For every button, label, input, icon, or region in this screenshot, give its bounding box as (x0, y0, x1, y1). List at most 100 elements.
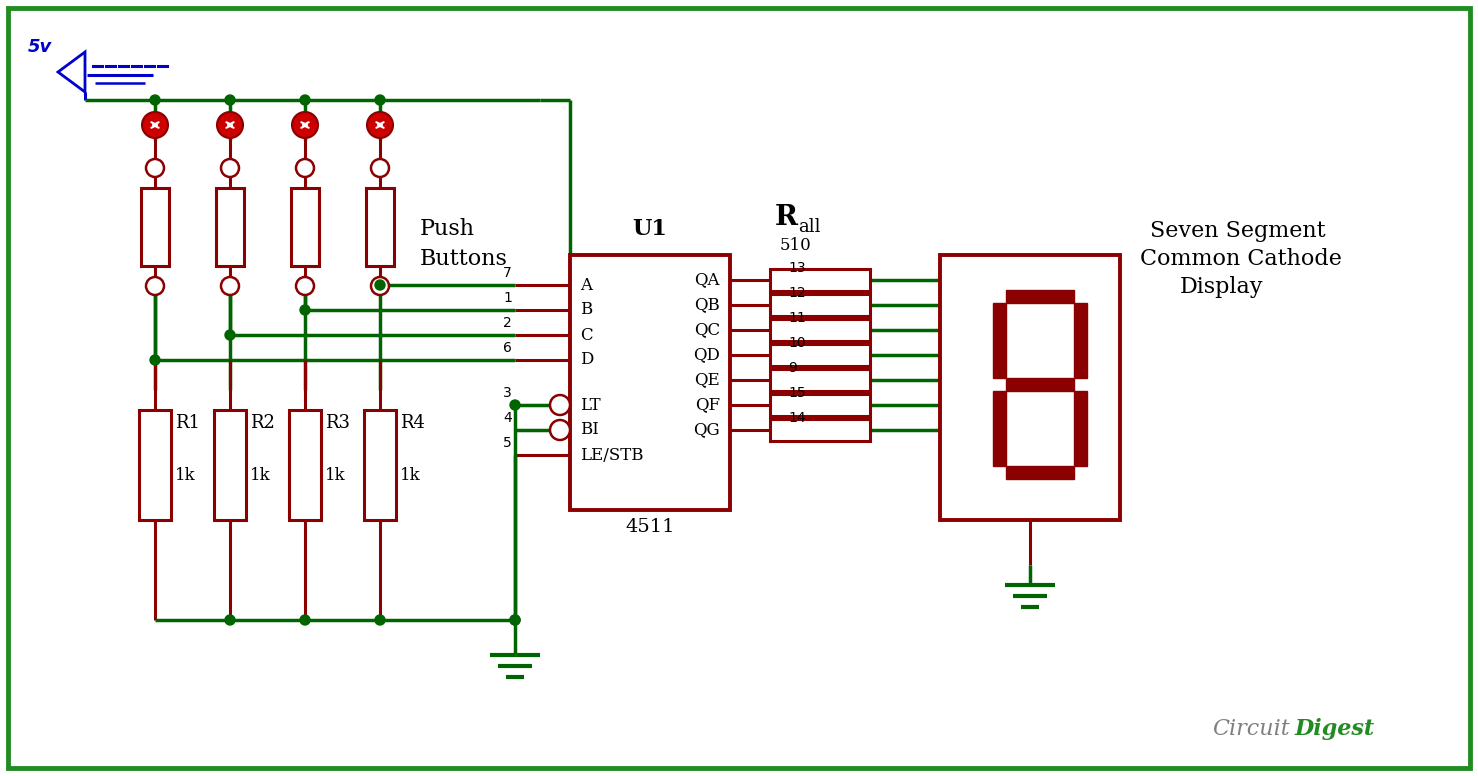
Text: R2: R2 (250, 414, 275, 432)
Text: 1k: 1k (325, 467, 346, 484)
Text: 3: 3 (503, 386, 511, 400)
Text: QE: QE (695, 372, 720, 389)
Text: QF: QF (695, 397, 720, 414)
Circle shape (222, 277, 239, 295)
Circle shape (300, 95, 310, 105)
Circle shape (510, 400, 520, 410)
Text: Seven Segment: Seven Segment (1150, 220, 1326, 242)
Circle shape (510, 615, 520, 625)
Circle shape (375, 615, 384, 625)
Text: 4: 4 (503, 411, 511, 425)
Circle shape (296, 277, 313, 295)
Text: R3: R3 (325, 414, 350, 432)
Circle shape (300, 305, 310, 315)
Text: 9: 9 (788, 361, 797, 375)
Bar (1007, 378, 1075, 391)
Circle shape (375, 95, 384, 105)
Circle shape (222, 159, 239, 177)
Text: QD: QD (693, 347, 720, 363)
Circle shape (149, 355, 160, 365)
Text: A: A (579, 276, 593, 293)
Circle shape (217, 112, 242, 138)
Text: 1k: 1k (174, 467, 195, 484)
Circle shape (225, 615, 235, 625)
Text: U1: U1 (633, 218, 668, 240)
Bar (216, 188, 244, 266)
Circle shape (225, 95, 235, 105)
Text: Common Cathode: Common Cathode (1140, 248, 1342, 270)
Text: QC: QC (693, 321, 720, 338)
Text: Push: Push (420, 218, 474, 240)
Bar (571, 255, 730, 510)
Circle shape (375, 280, 384, 290)
Text: LT: LT (579, 397, 600, 414)
Bar (770, 369, 871, 391)
Bar (940, 255, 1120, 520)
Circle shape (296, 159, 313, 177)
Bar (367, 188, 395, 266)
Text: QG: QG (693, 421, 720, 438)
Text: 4511: 4511 (625, 518, 675, 536)
Text: 13: 13 (788, 261, 806, 275)
Bar (290, 410, 321, 520)
Bar (1075, 391, 1086, 466)
Text: B: B (579, 302, 593, 318)
Text: QA: QA (695, 272, 720, 289)
Bar (770, 294, 871, 316)
Text: 1k: 1k (250, 467, 270, 484)
Bar (770, 344, 871, 366)
Text: 5v: 5v (28, 38, 52, 56)
Circle shape (146, 277, 164, 295)
Text: 510: 510 (780, 237, 811, 254)
Text: 7: 7 (503, 266, 511, 280)
Text: 11: 11 (788, 311, 806, 325)
Text: all: all (798, 218, 820, 236)
Text: 1: 1 (503, 291, 511, 305)
Text: QB: QB (695, 296, 720, 314)
Bar (993, 391, 1007, 466)
Bar (993, 303, 1007, 378)
Text: BI: BI (579, 421, 599, 438)
Bar (1075, 303, 1086, 378)
Circle shape (371, 277, 389, 295)
Bar (139, 410, 171, 520)
Circle shape (293, 112, 318, 138)
Text: 15: 15 (788, 386, 806, 400)
Bar (770, 269, 871, 291)
Bar (364, 410, 396, 520)
Text: 12: 12 (788, 286, 806, 300)
Text: C: C (579, 327, 593, 344)
Text: R1: R1 (174, 414, 200, 432)
Circle shape (142, 112, 168, 138)
Bar (770, 419, 871, 441)
Circle shape (146, 159, 164, 177)
Text: Circuit: Circuit (1212, 718, 1290, 740)
Text: D: D (579, 352, 593, 369)
Bar (140, 188, 168, 266)
Text: R: R (774, 204, 798, 231)
Bar (1007, 290, 1075, 303)
Text: 14: 14 (788, 411, 806, 425)
Circle shape (149, 95, 160, 105)
Bar (770, 394, 871, 416)
Circle shape (225, 330, 235, 340)
Circle shape (300, 615, 310, 625)
Bar (1007, 466, 1075, 479)
Text: 10: 10 (788, 336, 806, 350)
Circle shape (367, 112, 393, 138)
Text: 5: 5 (503, 436, 511, 450)
Circle shape (550, 395, 571, 415)
Text: R4: R4 (401, 414, 424, 432)
Text: LE/STB: LE/STB (579, 446, 643, 463)
Circle shape (371, 159, 389, 177)
Text: 6: 6 (503, 341, 511, 355)
Bar (214, 410, 245, 520)
Text: Display: Display (1179, 276, 1264, 298)
Bar (770, 319, 871, 341)
Text: Buttons: Buttons (420, 248, 508, 270)
Text: 1k: 1k (401, 467, 421, 484)
Bar (291, 188, 319, 266)
Circle shape (510, 615, 520, 625)
Circle shape (550, 420, 571, 440)
Text: 2: 2 (503, 316, 511, 330)
